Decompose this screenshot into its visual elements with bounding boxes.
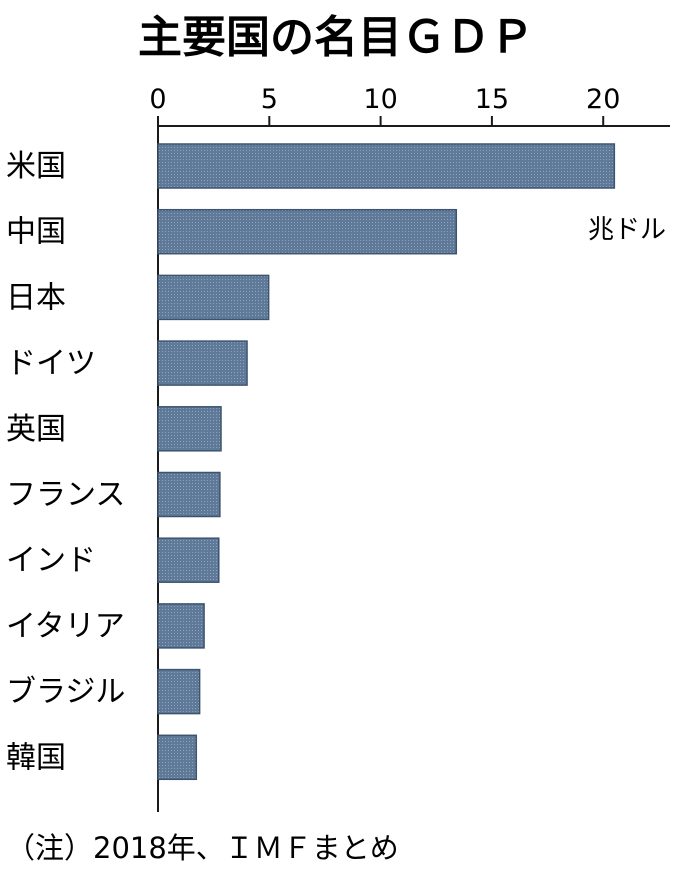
category-label: ブラジル xyxy=(6,675,125,710)
category-label: インド xyxy=(6,543,96,578)
category-label: 韓国 xyxy=(6,740,66,775)
bar xyxy=(157,471,221,518)
unit-label: 兆ドル xyxy=(588,215,666,245)
bar xyxy=(157,668,201,715)
bar xyxy=(157,406,222,452)
x-tick-label: 0 xyxy=(149,84,166,115)
bars xyxy=(157,143,616,781)
category-label: 米国 xyxy=(6,149,66,184)
category-label: フランス xyxy=(6,478,125,513)
bar xyxy=(157,340,248,386)
category-label: 日本 xyxy=(6,280,66,315)
bar xyxy=(157,274,270,321)
bar xyxy=(157,143,616,189)
x-tick-label: 5 xyxy=(261,84,278,115)
category-label: ドイツ xyxy=(6,346,96,381)
x-axis-ticks: 0 5 10 15 20 xyxy=(149,84,620,126)
chart-title: 主要国の名目ＧＤＰ xyxy=(138,12,534,63)
category-label: 英国 xyxy=(6,412,66,447)
bar xyxy=(157,603,205,649)
footnote: （注）2018年、ＩＭＦまとめ xyxy=(6,831,399,865)
bar xyxy=(157,537,220,583)
bar xyxy=(157,208,458,255)
category-label: 中国 xyxy=(6,215,66,250)
x-tick-label: 20 xyxy=(586,84,620,115)
bar xyxy=(157,734,198,781)
x-tick-label: 15 xyxy=(475,84,509,115)
category-label: イタリア xyxy=(6,609,125,644)
x-tick-label: 10 xyxy=(363,84,397,115)
